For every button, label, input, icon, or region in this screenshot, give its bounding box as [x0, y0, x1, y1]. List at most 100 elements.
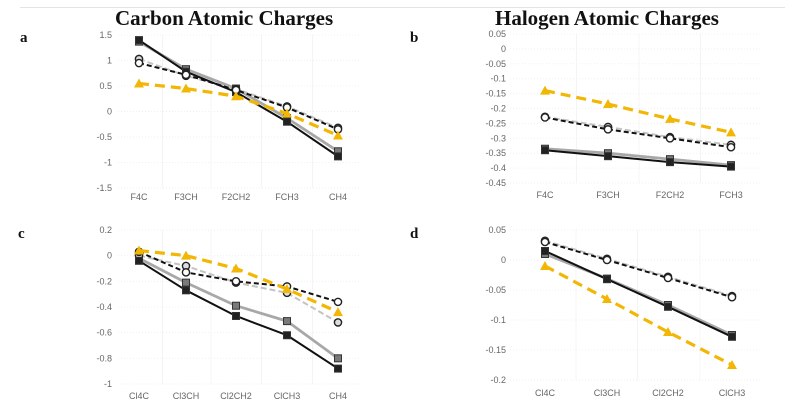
triangle-marker — [727, 360, 737, 369]
triangle-marker — [333, 130, 343, 140]
circle-marker — [603, 125, 613, 134]
square-marker — [232, 311, 240, 320]
series-line — [544, 250, 733, 338]
series-line — [544, 116, 732, 149]
square-marker — [283, 117, 291, 126]
square-marker — [666, 158, 674, 167]
triangle-marker — [231, 263, 241, 273]
triangle-marker — [134, 78, 144, 88]
series-line — [138, 250, 339, 303]
x-category-label: CH4 — [329, 192, 347, 202]
y-tick-label: -1.5 — [96, 183, 112, 193]
square-marker — [334, 152, 342, 161]
y-tick-label: -0.4 — [490, 163, 506, 173]
series-series-5 — [134, 78, 343, 140]
plot-area — [510, 34, 760, 183]
x-category-label: FCH3 — [275, 192, 299, 202]
y-tick-label: 0.05 — [488, 29, 506, 39]
y-tick-label: -0.3 — [490, 133, 506, 143]
circle-marker — [231, 277, 241, 286]
square-marker — [728, 332, 736, 341]
y-tick-label: -0.05 — [485, 59, 506, 69]
triangle-marker — [181, 250, 191, 260]
y-tick-label: 0 — [107, 107, 112, 117]
y-tick-label: 1.5 — [99, 30, 112, 40]
series-series-2 — [135, 254, 342, 363]
circle-marker — [663, 273, 673, 283]
triangle-marker — [231, 91, 241, 101]
series-line — [544, 241, 733, 299]
halogen-column-title: Halogen Atomic Charges — [495, 6, 719, 30]
triangle-marker — [333, 307, 343, 317]
square-marker — [283, 317, 291, 326]
x-category-label: Cl3CH — [594, 388, 621, 398]
y-tick-label: -0.8 — [96, 353, 112, 363]
square-marker — [334, 354, 342, 363]
y-tick-label: -0.2 — [490, 104, 506, 114]
panel-letter-b: b — [410, 30, 419, 46]
circle-marker — [602, 255, 612, 265]
y-tick-label: -0.1 — [490, 74, 506, 84]
y-tick-label: 0.5 — [99, 81, 112, 91]
y-tick-label: -0.2 — [96, 276, 112, 286]
triangle-marker — [540, 261, 550, 270]
x-category-label: F2CH2 — [222, 192, 251, 202]
x-category-label: F2CH2 — [656, 190, 685, 200]
x-category-label: CH4 — [329, 391, 347, 401]
top-divider — [20, 7, 785, 8]
x-category-label: Cl2CH2 — [652, 388, 684, 398]
square-marker — [727, 162, 735, 171]
square-marker — [334, 364, 342, 373]
panel-letter-c: c — [18, 226, 25, 242]
triangle-marker — [282, 108, 292, 118]
square-marker — [541, 247, 549, 255]
x-category-label: Cl2CH2 — [220, 391, 252, 401]
y-tick-label: -0.15 — [485, 89, 506, 99]
y-tick-label: 0.05 — [488, 225, 506, 235]
square-marker — [135, 36, 143, 45]
panel-letter-d: d — [410, 226, 419, 242]
chart-panel-d: 0.05 0 -0.05 -0.1 -0.15 -0.2 Cl4C Cl3CH Cl2CH2 Cl… — [485, 225, 760, 398]
series-line — [544, 239, 733, 297]
series-series-1 — [541, 146, 735, 171]
series-series-5 — [540, 261, 737, 369]
y-tick-label: -0.5 — [96, 132, 112, 142]
circle-marker — [727, 292, 737, 302]
series-series-1 — [541, 247, 736, 341]
circle-marker — [134, 58, 144, 68]
circle-marker — [333, 318, 343, 327]
square-marker — [541, 146, 549, 155]
y-tick-label: -0.45 — [485, 178, 506, 188]
series-line — [544, 115, 732, 146]
carbon-column-title: Carbon Atomic Charges — [115, 6, 334, 30]
y-tick-label: 0 — [501, 255, 506, 265]
triangle-marker — [663, 327, 673, 336]
y-tick-label: -0.4 — [96, 302, 112, 312]
triangle-marker — [602, 294, 612, 303]
y-tick-label: 0 — [107, 251, 112, 261]
x-category-label: Cl4C — [129, 391, 150, 401]
square-marker — [603, 275, 611, 284]
series-series-3 — [540, 113, 736, 152]
square-marker — [232, 301, 240, 310]
square-marker — [135, 256, 143, 265]
triangle-marker — [181, 83, 191, 93]
y-tick-label: -0.2 — [490, 375, 506, 385]
series-series-3 — [540, 237, 737, 302]
y-tick-label: -0.25 — [485, 118, 506, 128]
square-marker — [604, 152, 612, 161]
y-tick-label: -1 — [104, 379, 112, 389]
series-line — [544, 149, 732, 168]
circle-marker — [540, 113, 550, 122]
y-tick-label: -0.6 — [96, 328, 112, 338]
y-tick-label: -0.35 — [485, 148, 506, 158]
triangle-marker — [726, 127, 736, 137]
square-marker — [182, 278, 190, 287]
series-series-1 — [135, 256, 342, 373]
circle-marker — [181, 70, 191, 80]
chart-panel-b: 0.05 0 -0.05 -0.1 -0.15 -0.2 -0.25 -0.3 -0.35 -0.… — [485, 29, 760, 200]
x-category-label: F3CH — [174, 192, 198, 202]
x-category-label: F4C — [130, 192, 148, 202]
triangle-marker — [603, 99, 613, 109]
